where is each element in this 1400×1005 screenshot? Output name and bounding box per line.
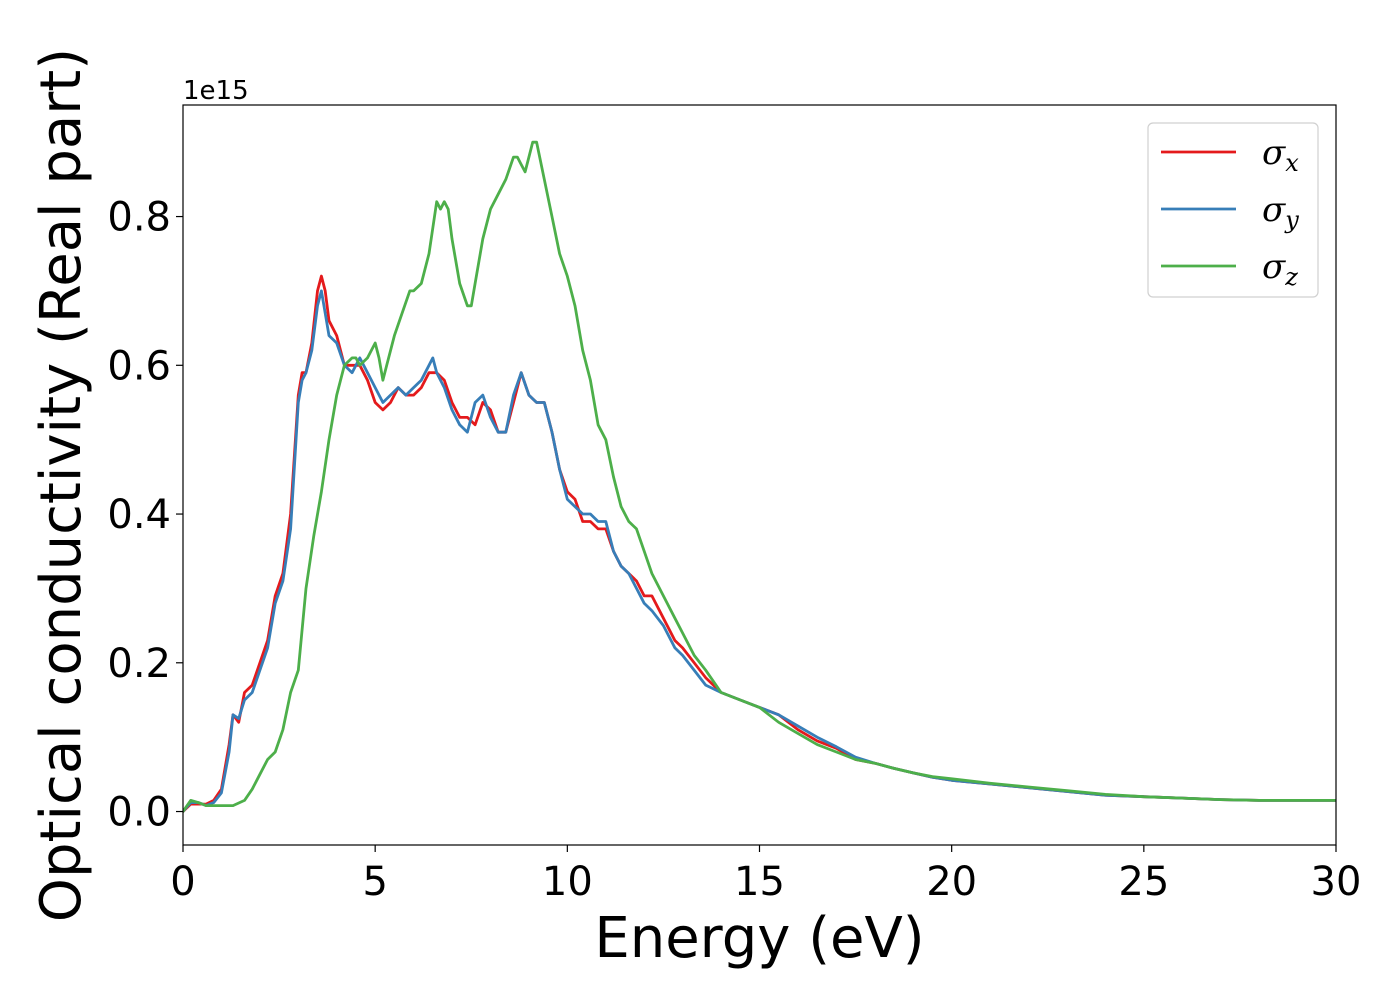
- y-tick-label: 0.2: [107, 641, 171, 687]
- series-line-y: [183, 289, 1336, 813]
- legend-label-x: σx: [1262, 133, 1299, 177]
- y-tick-label: 0.0: [107, 790, 171, 836]
- y-tick-label: 0.8: [107, 195, 171, 241]
- x-tick-label: 25: [1118, 859, 1169, 905]
- x-tick-label: 10: [542, 859, 593, 905]
- x-tick-label: 20: [926, 859, 977, 905]
- x-tick-label: 0: [170, 859, 195, 905]
- x-tick-label: 30: [1311, 859, 1362, 905]
- series-line-z: [183, 140, 1336, 813]
- ticks-layer: 0 5 10 15 20 25 30 0.0 0.2 0.4 0.6 0.8: [107, 195, 1361, 905]
- legend-label-y: σy: [1262, 190, 1299, 234]
- x-tick-label: 5: [362, 859, 387, 905]
- series-line-x: [183, 274, 1336, 813]
- series-layer: [183, 140, 1336, 813]
- legend-label-z: σz: [1262, 247, 1298, 291]
- x-tick-label: 15: [734, 859, 785, 905]
- x-axis-title: Energy (eV): [594, 906, 924, 971]
- y-axis-offset-label: 1e15: [183, 76, 249, 106]
- y-tick-label: 0.6: [107, 343, 171, 389]
- legend: σx σy σz: [1147, 122, 1319, 298]
- y-tick-label: 0.4: [107, 492, 171, 538]
- y-axis-title: Optical conductivity (Real part): [29, 48, 94, 922]
